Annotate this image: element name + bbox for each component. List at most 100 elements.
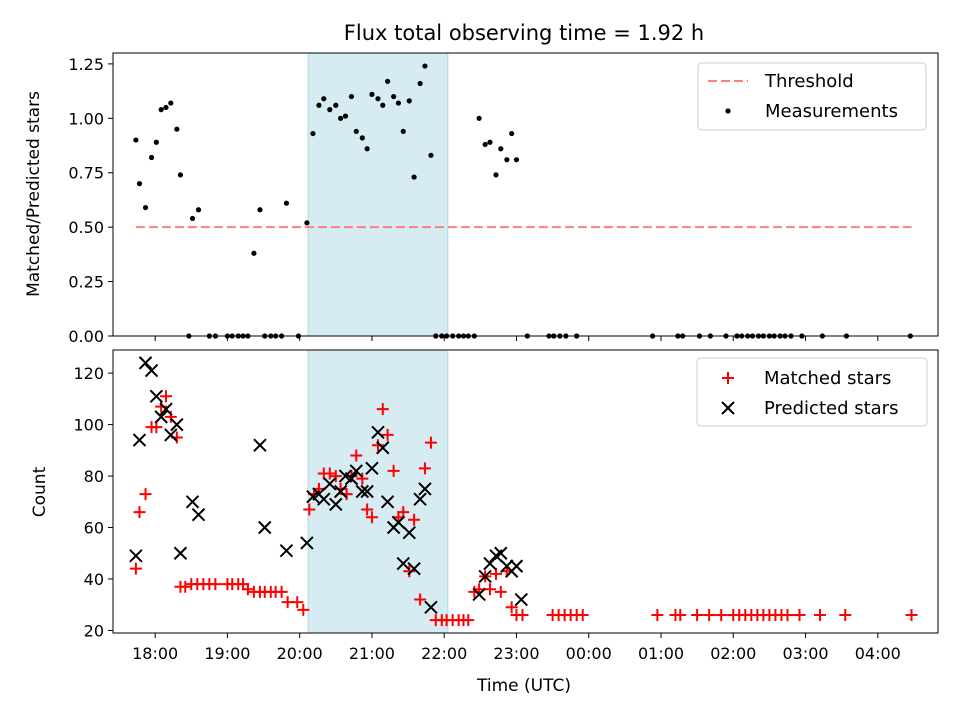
- matched-stars-point: [361, 503, 374, 516]
- predicted-stars-point: [349, 464, 363, 478]
- predicted-stars-point: [138, 356, 153, 370]
- predicted-stars-point: [132, 433, 147, 447]
- measurements-point: [338, 115, 344, 121]
- bottom-xlabel: Time (UTC): [476, 676, 571, 696]
- matched-stars-point: [483, 583, 496, 596]
- predicted-stars-point: [483, 556, 497, 571]
- predicted-stars-point: [509, 559, 524, 573]
- measurements-point: [321, 96, 327, 102]
- legend-measurements-swatch: [725, 108, 731, 114]
- matched-stars-point: [356, 472, 369, 485]
- legend-matched-swatch: [722, 372, 734, 384]
- measurements-point: [422, 63, 428, 69]
- top-plot-area: 0.00 0.25 0.50 0.75 1.00 1.25: [68, 52, 939, 346]
- matched-stars-point: [133, 506, 146, 519]
- matched-stars-point: [397, 506, 410, 519]
- bottom-legend: Matched stars Predicted stars: [696, 357, 928, 427]
- measurements-point: [316, 102, 322, 108]
- matched-stars-point: [381, 428, 394, 441]
- predicted-stars-point: [164, 428, 178, 442]
- measurements-point: [304, 220, 310, 226]
- measurements-point: [133, 137, 139, 143]
- bottom-ytick-label: 60: [84, 519, 104, 538]
- measurements-point: [498, 146, 504, 152]
- top-ytick-label: 0.50: [68, 218, 104, 237]
- xtick-label: 03:00: [782, 644, 828, 663]
- measurements-point: [163, 104, 169, 111]
- matched-stars-point: [303, 503, 316, 516]
- matched-stars-point: [403, 565, 416, 578]
- top-ytick-label: 0.75: [68, 164, 104, 183]
- xtick-label: 21:00: [349, 644, 395, 663]
- measurements-point: [369, 91, 375, 97]
- predicted-stars-point: [418, 482, 432, 496]
- predicted-stars-point: [371, 425, 385, 440]
- matched-stars-point: [494, 585, 507, 598]
- bottom-panel: Count Time (UTC): [30, 466, 571, 696]
- measurements-point: [142, 204, 149, 211]
- matched-stars-point: [150, 421, 163, 434]
- matched-stars-point: [155, 400, 168, 413]
- predicted-stars-point: [407, 561, 421, 576]
- matched-stars-point: [334, 482, 347, 495]
- measurements-point: [348, 93, 355, 100]
- measurements-point: [487, 139, 493, 145]
- top-ytick-label: 1.00: [68, 109, 104, 128]
- bottom-ytick-label: 40: [84, 570, 104, 589]
- matched-stars-point: [159, 390, 172, 403]
- predicted-stars-point: [185, 495, 200, 509]
- matched-stars-point: [350, 449, 363, 462]
- predicted-stars-point: [258, 520, 272, 535]
- matched-stars-point: [371, 439, 384, 452]
- measurements-point: [406, 98, 412, 104]
- matched-stars-point: [418, 462, 431, 475]
- matched-stars-point: [489, 567, 502, 580]
- measurements-point: [375, 96, 381, 102]
- matched-stars-point: [651, 608, 664, 621]
- predicted-stars-point: [253, 438, 267, 452]
- predicted-stars-point: [355, 484, 370, 499]
- matched-stars-point: [275, 585, 288, 598]
- predicted-stars-point: [402, 525, 416, 540]
- xtick-label: 00:00: [566, 644, 612, 663]
- measurements-point: [195, 207, 202, 213]
- predicted-stars-point: [424, 600, 438, 614]
- matched-stars-point: [365, 511, 378, 524]
- bottom-ylabel: Count: [30, 466, 50, 517]
- chart-title: Flux total observing time = 1.92 h: [344, 21, 704, 45]
- matched-stars-point: [781, 608, 794, 621]
- matched-stars-point: [793, 608, 806, 621]
- measurements-point: [283, 200, 290, 206]
- matched-stars-point: [414, 593, 427, 606]
- matched-stars-point: [715, 608, 728, 621]
- measurements-point: [400, 128, 406, 134]
- matched-stars-point: [209, 578, 222, 591]
- measurements-point: [148, 154, 155, 161]
- top-ytick-label: 0.25: [68, 273, 104, 292]
- predicted-stars-point: [173, 546, 188, 560]
- predicted-stars-point: [360, 484, 374, 499]
- top-panel: Matched/Predicted stars: [24, 91, 44, 297]
- matched-stars-point: [813, 608, 826, 621]
- measurements-point: [136, 181, 143, 187]
- measurements-point: [384, 78, 391, 84]
- matched-stars-point: [376, 403, 389, 416]
- matched-stars-point: [329, 470, 342, 483]
- predicted-stars-point: [317, 492, 331, 506]
- measurements-point: [189, 215, 196, 222]
- measurements-point: [417, 80, 423, 87]
- bottom-ytick-label: 120: [73, 364, 104, 383]
- measurements-point: [353, 128, 359, 134]
- measurements-point: [359, 135, 365, 141]
- matched-stars-point: [408, 513, 421, 526]
- xtick-label: 23:00: [493, 644, 539, 663]
- measurements-point: [513, 157, 520, 163]
- matched-stars-point: [291, 596, 304, 609]
- measurements-point: [493, 172, 499, 178]
- matched-stars-point: [387, 464, 400, 477]
- bottom-ytick-label: 80: [84, 467, 104, 486]
- predicted-stars-point: [391, 515, 406, 530]
- predicted-stars-point: [170, 417, 184, 432]
- matched-stars-point: [179, 580, 192, 593]
